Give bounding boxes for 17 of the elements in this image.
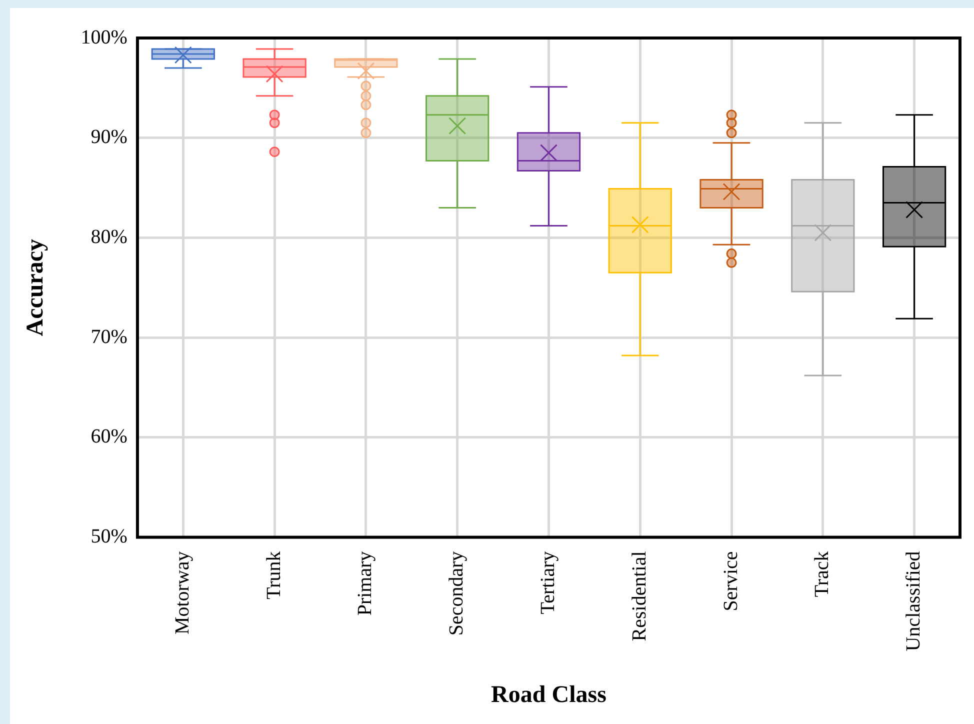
x-tick-label: Unclassified <box>902 551 925 652</box>
x-tick-label: Service <box>720 551 742 612</box>
x-tick-label: Track <box>811 551 834 598</box>
x-axis-title: Road Class <box>491 682 606 708</box>
y-tick-label: 50% <box>90 525 128 548</box>
y-tick-label: 80% <box>90 226 128 248</box>
y-tick-label: 60% <box>90 426 128 448</box>
x-tick-label: Trunk <box>262 551 285 600</box>
x-tick-label: Tertiary <box>536 551 559 614</box>
y-axis-title: Accuracy <box>22 238 49 336</box>
x-tick-label: Motorway <box>171 551 194 635</box>
y-tick-label: 100% <box>80 26 128 48</box>
y-tick-label: 90% <box>90 126 128 148</box>
x-tick-label: Primary <box>354 551 376 616</box>
y-tick-label: 70% <box>90 326 128 348</box>
x-tick-label: Residential <box>628 550 650 642</box>
x-tick-label: Secondary <box>446 551 468 636</box>
